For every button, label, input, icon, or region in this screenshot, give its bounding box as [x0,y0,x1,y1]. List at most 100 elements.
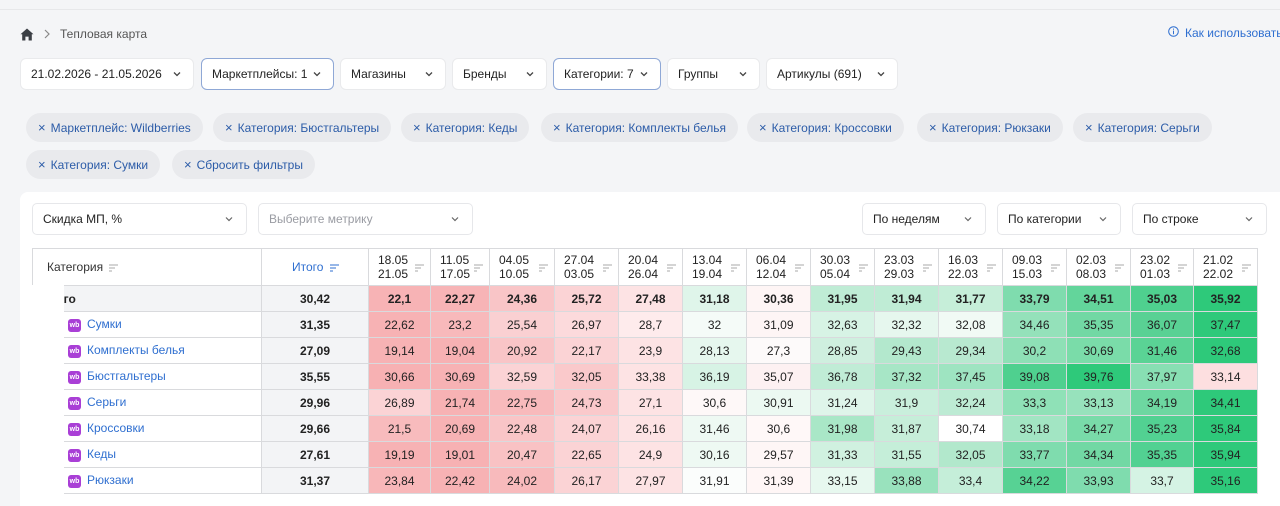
category-cell[interactable]: wb Комплекты белья [32,337,262,364]
close-icon[interactable]: × [1085,120,1093,135]
heatmap-cell: 31,9 [874,389,939,416]
wildberries-logo-icon: wb [68,474,81,488]
chevron-down-icon [173,72,181,77]
close-icon[interactable]: × [413,120,421,135]
week-column-header[interactable]: 27.04 03.05 [554,248,619,286]
heatmap-cell: 30,16 [682,441,747,468]
week-column-header[interactable]: 09.03 15.03 [1002,248,1067,286]
heatmap-cell: 26,16 [618,415,683,442]
week-column-header[interactable]: 13.04 19.04 [682,248,747,286]
week-end-label: 12.04 [756,267,787,281]
week-column-header[interactable]: 04.05 10.05 [489,248,555,286]
metric-select[interactable]: Скидка МП, % [32,203,247,235]
groups-filter-label: Группы [678,67,718,81]
heatmap-cell: 31,98 [810,415,875,442]
groups-filter[interactable]: Группы [667,58,760,90]
articles-filter[interactable]: Артикулы (691) [766,58,898,90]
category-column-header[interactable]: Категория [32,248,262,286]
chip-marketplace-wildberries[interactable]: × Маркетплейс: Wildberries [26,113,203,142]
week-end-label: 01.03 [1140,267,1171,281]
category-cell[interactable]: wb Сумки [32,311,262,338]
heatmap-cell: 33,79 [1002,285,1067,312]
chip-category-lingerie-sets[interactable]: × Категория: Комплекты белья [541,113,739,142]
week-start-label: 13.04 [692,253,723,267]
how-to-use-label: Как использовать [1185,26,1280,40]
category-name: Комплекты белья [87,343,185,358]
week-column-header[interactable]: 02.03 08.03 [1066,248,1131,286]
heatmap-cell: 22,1 [368,285,431,312]
reset-filters-button[interactable]: × Сбросить фильтры [172,150,315,179]
articles-filter-label: Артикулы (691) [777,67,862,81]
close-icon[interactable]: × [38,120,46,135]
tree-indent-gutter [32,285,64,494]
week-column-header[interactable]: 23.03 29.03 [874,248,939,286]
category-cell[interactable]: wb Бюстгальтеры [32,363,262,390]
heatmap-cell: 28,7 [618,311,683,338]
table-row: wb Рюкзаки 31,37 23,84 22,42 24,02 26,17 27,97 3… [32,467,1258,494]
chevron-down-icon [964,217,972,222]
week-end-label: 22.02 [1203,267,1234,281]
week-column-header[interactable]: 11.05 17.05 [430,248,490,286]
total-column-header[interactable]: Итого [261,248,369,286]
category-cell[interactable]: wb Кеды [32,441,262,468]
brands-filter[interactable]: Бренды [452,58,547,90]
info-icon [1168,26,1179,40]
heatmap-cell: 35,23 [1130,415,1194,442]
categories-filter[interactable]: Категории: 7 [553,58,661,90]
brands-filter-label: Бренды [463,67,507,81]
week-column-header[interactable]: 23.02 01.03 [1130,248,1194,286]
secondary-metric-select[interactable]: Выберите метрику [258,203,473,235]
week-column-header[interactable]: 06.04 12.04 [746,248,811,286]
category-name: Кроссовки [87,421,145,436]
chip-category-earrings[interactable]: × Категория: Серьги [1073,113,1212,142]
heatmap-cell: 31,24 [810,389,875,416]
row-total-cell: 30,42 [261,285,369,312]
grouping-select[interactable]: По категории [997,203,1121,235]
category-cell: Итого [32,285,262,312]
chevron-down-icon [451,217,459,222]
close-icon[interactable]: × [759,120,767,135]
week-column-header[interactable]: 16.03 22.03 [938,248,1003,286]
marketplaces-filter[interactable]: Маркетплейсы: 1 [201,58,334,90]
category-cell[interactable]: wb Рюкзаки [32,467,262,494]
home-icon[interactable] [20,28,34,41]
table-row: wb Кеды 27,61 19,19 19,01 20,47 22,65 24,9 30,16… [32,441,1258,468]
coloring-select-value: По строке [1143,212,1199,226]
week-column-header[interactable]: 20.04 26.04 [618,248,683,286]
close-icon[interactable]: × [929,120,937,135]
chip-category-bags[interactable]: × Категория: Сумки [26,150,161,179]
date-range-filter[interactable]: 21.02.2026 - 21.05.2026 [20,58,194,90]
shops-filter[interactable]: Магазины [340,58,446,90]
heatmap-cell: 32,68 [1193,337,1258,364]
heatmap-cell: 30,74 [938,415,1003,442]
sort-icon [1242,264,1251,272]
week-start-label: 11.05 [440,253,470,267]
category-name: Рюкзаки [87,473,134,488]
chip-category-backpacks[interactable]: × Категория: Рюкзаки [917,113,1063,142]
how-to-use-link[interactable]: Как использовать [1168,26,1280,40]
chip-category-bras[interactable]: × Категория: Бюстгальтеры [213,113,392,142]
chip-category-sneakers-keds[interactable]: × Категория: Кеды [401,113,530,142]
heatmap-cell: 32 [682,311,747,338]
sort-icon [1115,264,1124,272]
heatmap-table: Категория Итого 18.05 21.05 11.05 17.05 04.0… [32,248,1258,494]
week-column-header[interactable]: 30.03 05.04 [810,248,875,286]
close-icon[interactable]: × [553,120,561,135]
heatmap-cell: 35,92 [1193,285,1258,312]
metric-select-value: Скидка МП, % [43,212,123,226]
close-icon[interactable]: × [38,157,46,172]
category-cell[interactable]: wb Кроссовки [32,415,262,442]
coloring-select[interactable]: По строке [1132,203,1267,235]
week-start-label: 16.03 [948,253,979,267]
week-column-header[interactable]: 21.02 22.02 [1193,248,1258,286]
week-column-header[interactable]: 18.05 21.05 [368,248,431,286]
week-start-label: 09.03 [1012,253,1043,267]
heatmap-cell: 31,09 [746,311,811,338]
heatmap-cell: 23,9 [618,337,683,364]
chip-category-sneakers[interactable]: × Категория: Кроссовки [747,113,904,142]
row-total-cell: 31,37 [261,467,369,494]
heatmap-cell: 33,77 [1002,441,1067,468]
category-cell[interactable]: wb Серьги [32,389,262,416]
period-select[interactable]: По неделям [862,203,986,235]
close-icon[interactable]: × [225,120,233,135]
